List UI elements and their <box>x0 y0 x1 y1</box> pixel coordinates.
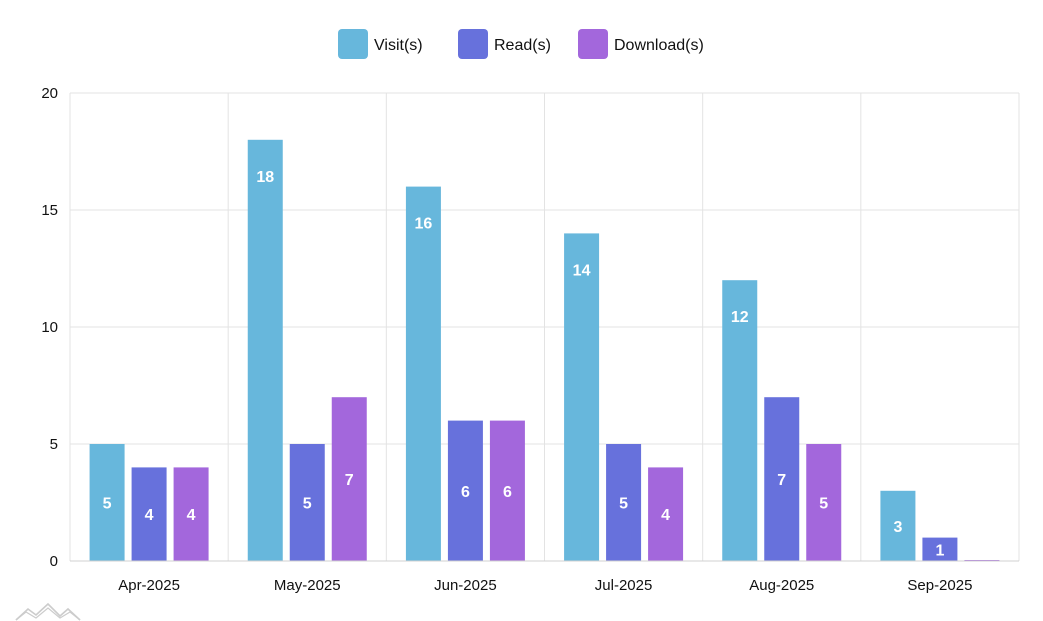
data-label: 5 <box>619 496 628 513</box>
bar-downloads-apr-2025[interactable] <box>173 467 209 561</box>
data-label: 4 <box>187 507 196 524</box>
data-label: 1 <box>935 542 944 559</box>
data-label: 7 <box>345 472 354 489</box>
x-tick-label: Jul-2025 <box>595 577 653 594</box>
bar-visits-apr-2025[interactable] <box>89 444 125 561</box>
data-label: 6 <box>461 484 470 501</box>
legend-label[interactable]: Visit(s) <box>374 37 423 54</box>
data-label: 16 <box>415 216 433 233</box>
bar-visits-jun-2025[interactable] <box>405 186 441 561</box>
y-tick-label: 20 <box>41 85 58 102</box>
legend-item-reads[interactable]: Read(s) <box>458 29 551 59</box>
bar-reads-apr-2025[interactable] <box>131 467 167 561</box>
data-label: 18 <box>256 169 274 186</box>
y-tick-label: 10 <box>41 319 58 336</box>
legend-label[interactable]: Read(s) <box>494 37 551 54</box>
bar-reads-aug-2025[interactable] <box>764 397 800 561</box>
y-tick-label: 5 <box>50 436 58 453</box>
data-label: 12 <box>731 309 749 326</box>
bar-visits-may-2025[interactable] <box>247 139 283 562</box>
data-label: 5 <box>103 496 112 513</box>
legend-swatch[interactable] <box>338 29 368 59</box>
legend-label[interactable]: Download(s) <box>614 37 704 54</box>
data-label: 5 <box>819 496 828 513</box>
x-tick-label: Jun-2025 <box>434 577 497 594</box>
data-label: 7 <box>777 472 786 489</box>
data-label: 14 <box>573 262 591 279</box>
y-tick-label: 0 <box>50 553 58 570</box>
legend-swatch[interactable] <box>458 29 488 59</box>
amcharts-logo-icon[interactable] <box>15 602 81 621</box>
legend-swatch[interactable] <box>578 29 608 59</box>
bar-reads-sep-2025[interactable] <box>922 537 958 561</box>
legend-item-downloads[interactable]: Download(s) <box>578 29 704 59</box>
grid-lines <box>69 92 1020 562</box>
bar-downloads-jun-2025[interactable] <box>489 420 525 561</box>
bar-reads-jul-2025[interactable] <box>606 444 642 561</box>
bar-downloads-aug-2025[interactable] <box>806 444 842 561</box>
data-label: 6 <box>503 484 512 501</box>
data-label: 4 <box>145 507 154 524</box>
y-tick-label: 15 <box>41 202 58 219</box>
x-tick-label: May-2025 <box>274 577 341 594</box>
data-label: 4 <box>661 507 670 524</box>
data-labels: 5 4 4 18 5 7 16 6 6 14 5 4 12 7 5 3 1 <box>103 169 945 559</box>
bar-reads-may-2025[interactable] <box>289 444 325 561</box>
x-tick-label: Aug-2025 <box>749 577 814 594</box>
bar-visits-aug-2025[interactable] <box>722 280 758 561</box>
bar-visits-jul-2025[interactable] <box>564 233 600 561</box>
bar-downloads-may-2025[interactable] <box>331 397 367 561</box>
data-label: 5 <box>303 496 312 513</box>
x-tick-label: Apr-2025 <box>118 577 180 594</box>
bars <box>89 139 1000 562</box>
legend-item-visits[interactable]: Visit(s) <box>338 29 423 59</box>
bar-visits-sep-2025[interactable] <box>880 490 916 561</box>
bar-reads-jun-2025[interactable] <box>447 420 483 561</box>
data-label: 3 <box>893 519 902 536</box>
bar-downloads-jul-2025[interactable] <box>648 467 684 561</box>
x-tick-label: Sep-2025 <box>907 577 972 594</box>
legend[interactable]: Visit(s) Read(s) Download(s) <box>338 29 704 59</box>
